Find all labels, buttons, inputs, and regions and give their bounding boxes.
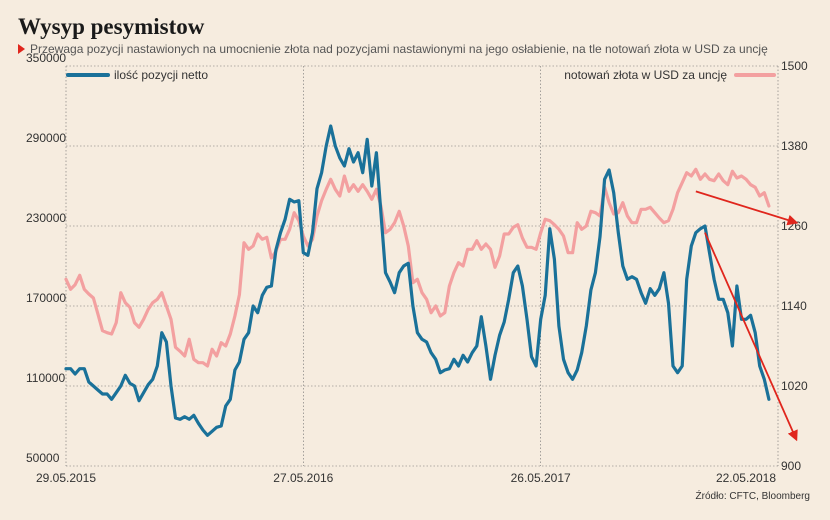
x-tick-label-1: 27.05.2016 <box>273 471 333 485</box>
right-axis-ticks: 900 1020 1140 1260 1380 1500 <box>781 59 808 473</box>
left-tick-label-5: 350000 <box>26 51 66 65</box>
red-triangle-icon <box>18 44 25 54</box>
left-tick-label-4: 290000 <box>26 131 66 145</box>
chart-subtitle-text: Przewaga pozycji nastawionych na umocnie… <box>30 42 768 56</box>
legend-left: ilość pozycji netto <box>66 68 208 82</box>
x-tick-label-0: 29.05.2015 <box>36 471 96 485</box>
left-tick-label-2: 170000 <box>26 291 66 305</box>
left-tick-label-0: 50000 <box>26 451 60 465</box>
series-line-gold-price <box>64 167 771 368</box>
right-tick-label-0: 900 <box>781 459 801 473</box>
right-tick-label-5: 1500 <box>781 59 808 73</box>
left-tick-label-3: 230000 <box>26 211 66 225</box>
trend-arrow-0 <box>695 190 799 226</box>
right-tick-label-3: 1260 <box>781 219 808 233</box>
left-tick-label-1: 110000 <box>26 371 65 385</box>
chart-title: Wysyp pesymistow <box>18 14 205 39</box>
trend-arrows <box>695 190 799 442</box>
x-tick-label-2: 26.05.2017 <box>511 471 571 485</box>
series-line-net-positions <box>64 124 771 437</box>
legend-label-gold-price: notowań złota w USD za uncję <box>564 68 727 82</box>
trend-arrow-1 <box>704 232 798 442</box>
right-tick-label-1: 1020 <box>781 379 808 393</box>
legend-label-net-positions: ilość pozycji netto <box>114 68 208 82</box>
chart-subtitle: Przewaga pozycji nastawionych na umocnie… <box>18 42 768 56</box>
x-tick-label-3: 22.05.2018 <box>716 471 776 485</box>
right-tick-label-2: 1140 <box>781 299 807 313</box>
source-note: Źródło: CFTC, Bloomberg <box>695 491 810 502</box>
legend-right: notowań złota w USD za uncję <box>564 68 776 82</box>
x-axis-ticks: 29.05.2015 27.05.2016 26.05.2017 22.05.2018 <box>36 471 776 485</box>
right-tick-label-4: 1380 <box>781 139 808 153</box>
left-axis-ticks: 50000 110000 170000 230000 290000 350000 <box>26 51 66 465</box>
